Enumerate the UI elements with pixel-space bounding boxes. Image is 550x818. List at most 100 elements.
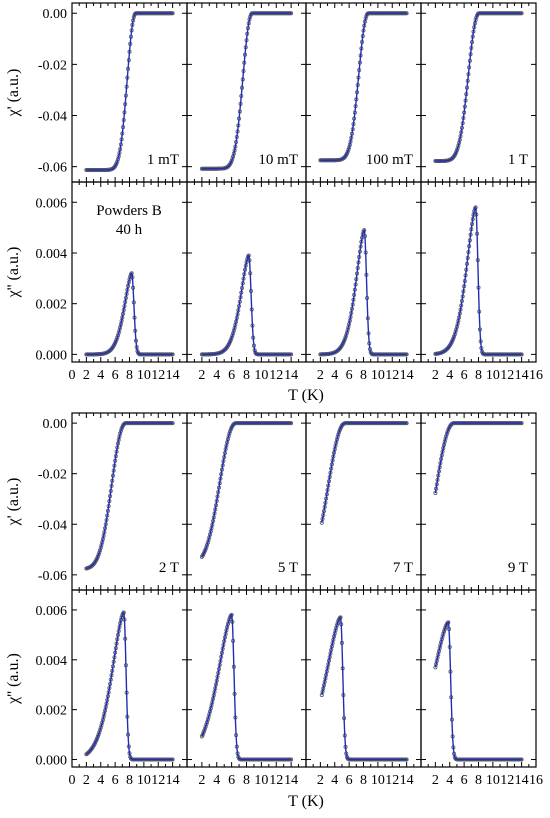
y-axis-title: χ' (a.u.) xyxy=(5,69,22,118)
x-tick-label: 2 xyxy=(432,773,439,788)
x-tick-label: 10 xyxy=(371,773,385,788)
x-tick-label: 6 xyxy=(461,368,468,383)
x-tick-label: 14 xyxy=(515,773,529,788)
data-points xyxy=(199,612,294,762)
data-points xyxy=(199,253,294,357)
y-tick-label: 0.002 xyxy=(36,298,68,313)
fit-line xyxy=(86,422,173,570)
y-tick-label: 0.006 xyxy=(36,196,68,211)
x-tick-label: 4 xyxy=(97,773,104,788)
x-tick-label: 4 xyxy=(331,368,338,383)
x-tick-label: 14 xyxy=(166,773,180,788)
panel-frame xyxy=(305,181,422,363)
y-axis-title: χ'' (a.u.) xyxy=(5,653,22,705)
fit-line xyxy=(320,228,407,356)
x-tick-label: 4 xyxy=(213,368,220,383)
fit-line xyxy=(85,611,173,761)
x-tick-label: 14 xyxy=(284,368,298,383)
fit-line xyxy=(435,12,522,162)
panel-imag-4 xyxy=(71,589,188,768)
x-tick-label: 2 xyxy=(198,368,205,383)
x-tick-label: 10 xyxy=(137,773,151,788)
field-label: 7 T xyxy=(393,560,413,576)
x-tick-label: 6 xyxy=(112,368,119,383)
field-label: 10 mT xyxy=(258,152,298,168)
x-tick-label: 14 xyxy=(400,773,414,788)
sample-label: Powders B xyxy=(96,203,161,219)
x-tick-label: 10 xyxy=(137,368,151,383)
field-label: 1 T xyxy=(508,152,528,168)
fit-line xyxy=(201,613,292,761)
x-tick-label: 2 xyxy=(83,368,90,383)
x-tick-label: 10 xyxy=(486,773,500,788)
panel-frame xyxy=(186,181,307,363)
y-tick-label: 0.002 xyxy=(36,704,68,719)
panel-frame xyxy=(305,589,422,768)
data-points xyxy=(84,421,175,571)
x-axis-title: T (K) xyxy=(288,387,324,404)
field-label: 1 mT xyxy=(147,152,179,168)
panel-frame xyxy=(420,589,537,768)
x-tick-label: 12 xyxy=(151,368,165,383)
x-tick-label: 10 xyxy=(371,368,385,383)
y-tick-label: 0.00 xyxy=(43,7,68,22)
x-tick-label: 6 xyxy=(461,773,468,788)
x-tick-label: 12 xyxy=(500,773,514,788)
x-tick-label: 12 xyxy=(385,368,399,383)
data-points xyxy=(319,421,409,525)
y-tick-label: 0.004 xyxy=(36,654,68,669)
y-tick-label: 0.000 xyxy=(36,754,68,769)
x-tick-label: 2 xyxy=(432,368,439,383)
fit-line xyxy=(201,422,292,558)
fit-line xyxy=(86,12,173,171)
panel-imag-2 xyxy=(305,181,422,363)
x-tick-label: 12 xyxy=(269,773,283,788)
x-tick-label: 6 xyxy=(228,368,235,383)
y-tick-label: 0.000 xyxy=(36,348,68,363)
x-tick-label: 8 xyxy=(475,368,482,383)
y-tick-label: -0.02 xyxy=(38,58,67,73)
panel-imag-6 xyxy=(305,589,422,768)
y-tick-label: -0.06 xyxy=(38,569,67,584)
fit-line xyxy=(435,205,522,356)
panel-imag-5 xyxy=(186,589,307,768)
panel-imag-1 xyxy=(186,181,307,363)
field-label: 9 T xyxy=(508,560,528,576)
y-tick-label: 0.00 xyxy=(43,417,68,432)
x-tick-label: 6 xyxy=(346,368,353,383)
x-tick-label: 16 xyxy=(529,773,543,788)
y-axis-title: χ'' (a.u.) xyxy=(5,247,22,299)
x-tick-label: 10 xyxy=(486,368,500,383)
fit-line xyxy=(86,272,173,356)
data-points xyxy=(84,271,175,357)
data-points xyxy=(318,228,409,357)
data-points xyxy=(84,610,175,762)
x-tick-label: 2 xyxy=(198,773,205,788)
data-points xyxy=(433,11,524,164)
x-tick-label: 14 xyxy=(400,368,414,383)
fit-line xyxy=(321,616,407,761)
y-axis-title: χ' (a.u.) xyxy=(5,478,22,527)
y-tick-label: 0.006 xyxy=(36,604,68,619)
x-tick-label: 6 xyxy=(228,773,235,788)
y-tick-label: -0.02 xyxy=(38,468,67,483)
fit-line xyxy=(320,12,407,161)
x-tick-label: 0 xyxy=(69,368,76,383)
field-label: 5 T xyxy=(278,560,298,576)
x-tick-label: 14 xyxy=(166,368,180,383)
panel-imag-7 xyxy=(420,589,537,768)
data-points xyxy=(199,421,294,559)
x-tick-label: 14 xyxy=(515,368,529,383)
x-tick-label: 10 xyxy=(254,368,268,383)
fit-line xyxy=(434,621,522,761)
field-label: 2 T xyxy=(159,560,179,576)
x-tick-label: 8 xyxy=(475,773,482,788)
y-tick-label: -0.04 xyxy=(38,518,67,533)
x-tick-label: 8 xyxy=(243,368,250,383)
x-tick-label: 12 xyxy=(151,773,165,788)
x-tick-label: 12 xyxy=(269,368,283,383)
fit-line xyxy=(434,422,522,494)
x-tick-label: 4 xyxy=(446,368,453,383)
x-tick-label: 12 xyxy=(500,368,514,383)
